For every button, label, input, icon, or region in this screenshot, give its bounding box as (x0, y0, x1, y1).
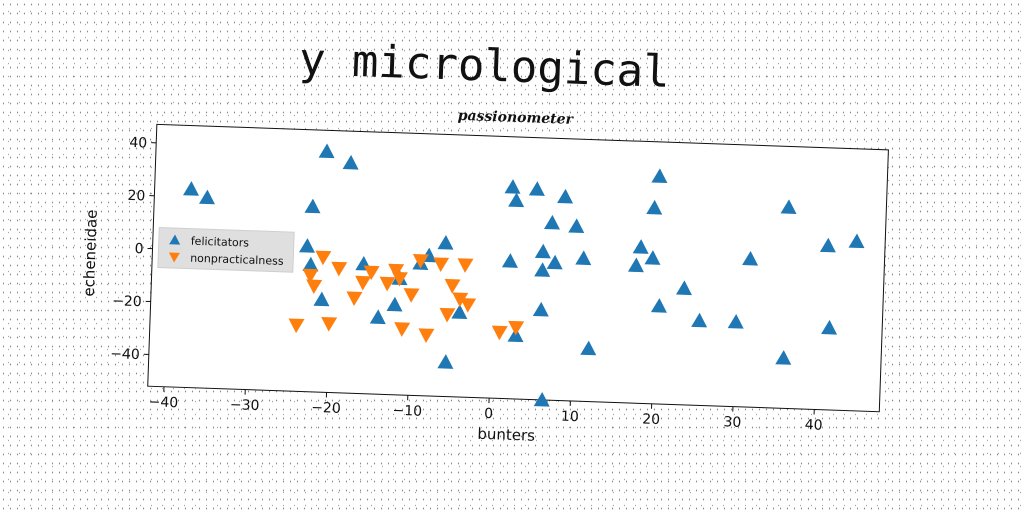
point-felicitators (646, 199, 663, 215)
point-nonpracticalness (433, 257, 450, 273)
point-felicitators (528, 181, 545, 196)
point-felicitators (568, 218, 585, 234)
x-tick-label: 30 (723, 414, 741, 431)
point-felicitators (575, 250, 592, 266)
chart-title: passionometer (457, 108, 574, 128)
legend-box (157, 226, 295, 273)
point-felicitators (775, 350, 792, 365)
point-nonpracticalness (315, 250, 332, 266)
plot-group: passionometer −40 −30 −20 −10 0 10 20 30 40 40 20… (80, 108, 889, 445)
point-felicitators (437, 235, 454, 250)
point-nonpracticalness (306, 279, 323, 295)
point-felicitators (691, 312, 708, 328)
point-nonpracticalness (460, 298, 477, 313)
point-nonpracticalness (379, 276, 396, 292)
legend-label-felicitators: felicitators (191, 235, 250, 250)
point-nonpracticalness (491, 325, 508, 341)
point-nonpracticalness (346, 291, 363, 307)
point-nonpracticalness (439, 307, 456, 323)
point-felicitators (302, 256, 319, 272)
point-felicitators (675, 280, 692, 296)
point-felicitators (299, 238, 316, 253)
point-felicitators (369, 309, 386, 325)
point-nonpracticalness (321, 316, 338, 332)
point-felicitators (501, 253, 518, 268)
point-felicitators (183, 181, 199, 196)
point-felicitators (304, 198, 321, 214)
point-nonpracticalness (403, 288, 420, 303)
x-axis: −40 −30 −20 −10 0 10 20 30 40 (148, 386, 823, 434)
point-felicitators (437, 354, 454, 369)
point-felicitators (819, 237, 836, 253)
point-felicitators (742, 250, 759, 266)
point-felicitators (848, 233, 865, 249)
point-nonpracticalness (418, 328, 435, 343)
point-felicitators (451, 304, 468, 320)
point-nonpracticalness (355, 275, 372, 291)
x-tick-label: 0 (484, 406, 493, 422)
point-nonpracticalness (288, 318, 305, 334)
point-nonpracticalness (452, 292, 469, 308)
point-felicitators (780, 199, 797, 214)
point-felicitators (534, 243, 551, 259)
point-felicitators (533, 391, 550, 407)
y-axis-label: echeneidae (80, 209, 101, 297)
point-felicitators (557, 188, 574, 204)
legend-item-felicitators: felicitators (169, 234, 249, 250)
plot-frame (147, 123, 889, 413)
point-felicitators (650, 298, 667, 313)
x-axis-label: bunters (477, 425, 535, 445)
x-tick-label: 20 (642, 411, 660, 428)
x-tick-label: 10 (561, 409, 579, 426)
point-nonpracticalness (412, 253, 429, 269)
point-nonpracticalness (388, 263, 405, 279)
point-felicitators (534, 262, 551, 277)
point-felicitators (508, 192, 525, 208)
legend: felicitators nonpracticalness (157, 226, 295, 273)
point-felicitators (821, 319, 838, 335)
legend-marker-felicitators (169, 234, 181, 245)
point-felicitators (313, 291, 330, 307)
point-felicitators (318, 143, 335, 159)
legend-item-nonpracticalness: nonpracticalness (168, 252, 284, 268)
point-nonpracticalness (444, 278, 461, 294)
y-tick-label: 20 (127, 188, 145, 205)
point-felicitators (627, 257, 644, 273)
point-felicitators (386, 296, 403, 312)
y-tick-label: −40 (110, 346, 140, 363)
x-tick-label: −30 (230, 397, 260, 414)
point-felicitators (543, 214, 560, 230)
legend-label-nonpracticalness: nonpracticalness (190, 252, 284, 268)
y-axis: 40 20 0 −20 −40 (110, 135, 157, 363)
point-felicitators (198, 189, 215, 205)
x-tick-label: −40 (148, 394, 178, 411)
x-tick-label: −10 (392, 403, 422, 420)
point-felicitators (546, 254, 563, 270)
series-felicitators (183, 143, 865, 407)
x-tick-label: −20 (311, 400, 341, 417)
point-nonpracticalness (302, 268, 319, 284)
point-nonpracticalness (394, 322, 411, 337)
point-felicitators (580, 340, 597, 356)
point-felicitators (727, 313, 744, 329)
legend-marker-nonpracticalness (168, 252, 180, 263)
point-nonpracticalness (363, 265, 380, 281)
point-felicitators (632, 239, 649, 254)
point-nonpracticalness (508, 320, 525, 336)
y-tick-label: 40 (129, 135, 147, 152)
point-felicitators (651, 168, 668, 183)
point-felicitators (644, 250, 661, 265)
x-tick-label: 40 (805, 417, 823, 434)
point-felicitators (532, 301, 549, 317)
series-nonpracticalness (288, 250, 525, 343)
series-layer (183, 143, 865, 407)
point-nonpracticalness (331, 261, 348, 277)
y-tick-label: −20 (112, 293, 142, 310)
point-felicitators (504, 179, 521, 194)
point-felicitators (342, 154, 359, 170)
point-nonpracticalness (457, 258, 474, 273)
point-nonpracticalness (391, 271, 408, 287)
y-tick-label: 0 (134, 241, 143, 257)
